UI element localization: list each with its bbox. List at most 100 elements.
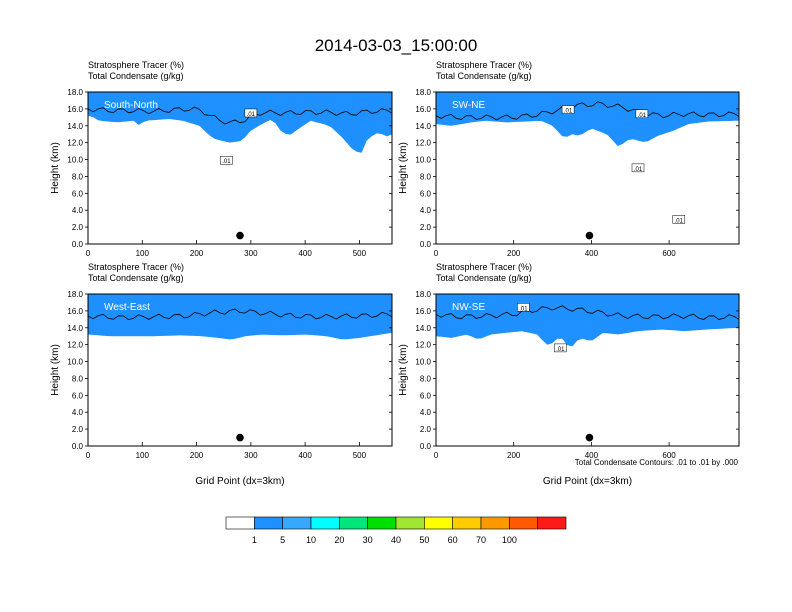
y-tick-label: 8.0 — [72, 172, 84, 181]
colorbar-swatch — [424, 516, 453, 530]
y-tick-label: 18.0 — [67, 290, 83, 299]
colorbar-label: 50 — [419, 535, 429, 545]
y-tick-label: 14.0 — [415, 122, 431, 131]
x-tick-label: 100 — [136, 451, 150, 460]
y-tick-label: 6.0 — [72, 391, 84, 400]
panel-west-east: West-East Stratosphere Tracer (%)Total Co… — [50, 262, 393, 487]
location-dot — [585, 231, 594, 240]
contour-label: .01 — [222, 159, 231, 165]
y-tick-label: 14.0 — [415, 324, 431, 333]
colorbar-label: 100 — [502, 535, 517, 545]
plot-frame — [87, 293, 393, 447]
panel-title-line: Stratosphere Tracer (%) — [436, 60, 532, 70]
x-axis-label: Grid Point (dx=3km) — [195, 476, 284, 487]
y-tick-label: 4.0 — [72, 206, 84, 215]
x-tick-label: 200 — [190, 451, 204, 460]
y-tick-label: 10.0 — [415, 358, 431, 367]
colorbar-swatch — [367, 516, 397, 530]
panel-title-line: Total Condensate (g/kg) — [88, 71, 184, 81]
colorbar-swatch — [225, 516, 255, 530]
colorbar-swatch — [537, 516, 567, 530]
colorbar-label: 70 — [476, 535, 486, 545]
x-tick-label: 400 — [298, 451, 312, 460]
contour-label-box — [220, 155, 233, 165]
colorbar: 1 5 10 20 30 40 50 60 70 100 — [225, 516, 567, 545]
tracer-band — [88, 294, 392, 340]
y-tick-label: 2.0 — [420, 223, 432, 232]
y-tick-label: 12.0 — [67, 139, 83, 148]
x-tick-label: 200 — [507, 249, 521, 258]
contour-label: .01 — [556, 347, 565, 353]
panel-title-line: Total Condensate (g/kg) — [88, 273, 184, 283]
contour-note: Total Condensate Contours: .01 to .01 by… — [575, 458, 739, 467]
contour-label-box — [672, 215, 686, 224]
contour-label: .01 — [564, 109, 573, 115]
y-tick-label: 16.0 — [67, 105, 83, 114]
condensate-contour — [436, 101, 739, 121]
y-tick-label: 10.0 — [67, 358, 83, 367]
y-axis-label: Height (km) — [50, 344, 61, 396]
x-tick-label: 300 — [244, 451, 258, 460]
colorbar-swatch — [395, 516, 425, 530]
colorbar-swatch — [310, 516, 340, 530]
y-tick-label: 12.0 — [67, 341, 83, 350]
y-tick-label: 4.0 — [420, 206, 432, 215]
panel-label: South-North — [104, 100, 158, 111]
x-tick-label: 400 — [298, 249, 312, 258]
y-tick-label: 10.0 — [67, 156, 83, 165]
x-tick-label: 0 — [434, 249, 439, 258]
contour-label: .01 — [634, 167, 643, 173]
colorbar-label: 10 — [306, 535, 316, 545]
location-dot — [236, 433, 244, 442]
colorbar-label: 60 — [448, 535, 458, 545]
x-tick-label: 200 — [190, 249, 204, 258]
y-tick-label: 14.0 — [67, 324, 83, 333]
panel-title-line: Stratosphere Tracer (%) — [88, 262, 184, 272]
x-tick-label: 600 — [662, 249, 676, 258]
x-tick-label: 400 — [585, 249, 599, 258]
tracer-field — [436, 294, 739, 347]
tracer-field — [88, 294, 392, 340]
colorbar-swatch — [254, 516, 283, 530]
contour-label-box — [517, 303, 530, 312]
tracer-band — [436, 92, 739, 146]
y-axis-label: Height (km) — [398, 142, 409, 194]
y-tick-label: 6.0 — [420, 391, 432, 400]
x-tick-label: 0 — [86, 451, 91, 460]
condensate-contour — [88, 106, 392, 125]
x-tick-label: 200 — [507, 451, 521, 460]
y-tick-label: 14.0 — [67, 122, 83, 131]
condensate-contour — [436, 305, 739, 320]
contour-label: .01 — [675, 218, 684, 224]
y-tick-label: 8.0 — [420, 374, 432, 383]
y-tick-label: 8.0 — [420, 172, 432, 181]
y-tick-label: 2.0 — [420, 425, 432, 434]
figure-title: 2014-03-03_15:00:00 — [315, 36, 478, 55]
panel-title-line: Stratosphere Tracer (%) — [88, 60, 184, 70]
x-tick-label: 0 — [86, 249, 91, 258]
tracer-band — [436, 294, 739, 347]
y-tick-label: 8.0 — [72, 374, 84, 383]
colorbar-label: 30 — [363, 535, 373, 545]
colorbar-swatch — [282, 516, 312, 530]
x-tick-label: 500 — [353, 249, 367, 258]
plot-frame — [435, 293, 740, 447]
y-tick-label: 0.0 — [72, 240, 84, 249]
y-axis-label: Height (km) — [50, 142, 61, 194]
colorbar-swatch — [480, 516, 510, 530]
y-tick-label: 0.0 — [72, 442, 84, 451]
y-tick-label: 12.0 — [415, 341, 431, 350]
location-dot — [236, 231, 244, 240]
plot-frame — [435, 91, 740, 245]
colorbar-swatch — [452, 516, 482, 530]
plot-frame — [87, 91, 393, 245]
y-tick-label: 18.0 — [67, 88, 83, 97]
y-tick-label: 16.0 — [67, 307, 83, 316]
contour-label-box — [561, 105, 575, 114]
x-tick-label: 0 — [434, 451, 439, 460]
y-tick-label: 12.0 — [415, 139, 431, 148]
y-axis-label: Height (km) — [398, 344, 409, 396]
contour-label-box — [631, 163, 645, 173]
